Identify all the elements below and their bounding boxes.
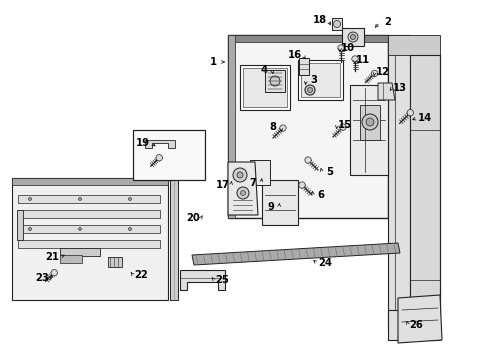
- Circle shape: [305, 85, 314, 95]
- Polygon shape: [192, 243, 399, 265]
- Polygon shape: [17, 210, 23, 240]
- Circle shape: [28, 228, 31, 230]
- Circle shape: [351, 56, 358, 62]
- Polygon shape: [301, 63, 339, 97]
- Polygon shape: [227, 35, 387, 218]
- Polygon shape: [264, 70, 285, 92]
- Circle shape: [365, 118, 373, 126]
- Text: 22: 22: [134, 270, 147, 280]
- Polygon shape: [409, 55, 439, 310]
- Circle shape: [232, 168, 246, 182]
- Circle shape: [339, 124, 346, 130]
- Circle shape: [128, 228, 131, 230]
- Polygon shape: [12, 178, 168, 185]
- Text: 3: 3: [310, 75, 317, 85]
- Circle shape: [350, 35, 355, 40]
- Text: 2: 2: [384, 17, 390, 27]
- Circle shape: [279, 125, 285, 131]
- Bar: [108, 257, 122, 267]
- Text: 11: 11: [355, 55, 369, 65]
- Circle shape: [337, 45, 344, 51]
- Text: 13: 13: [392, 83, 406, 93]
- Circle shape: [361, 114, 377, 130]
- Circle shape: [79, 198, 81, 201]
- Text: 15: 15: [337, 120, 351, 130]
- Text: 21: 21: [45, 252, 59, 262]
- Text: 6: 6: [317, 190, 324, 200]
- Polygon shape: [298, 58, 308, 75]
- Circle shape: [298, 182, 305, 188]
- Bar: [341, 28, 363, 46]
- Polygon shape: [387, 310, 439, 340]
- Circle shape: [79, 228, 81, 230]
- Polygon shape: [387, 35, 439, 55]
- Polygon shape: [249, 160, 269, 185]
- Bar: [133, 130, 204, 180]
- Text: 24: 24: [317, 258, 331, 268]
- Polygon shape: [331, 18, 341, 30]
- Circle shape: [128, 198, 131, 201]
- Bar: [18, 210, 160, 218]
- Text: 19: 19: [136, 138, 150, 148]
- Circle shape: [237, 172, 243, 178]
- Circle shape: [240, 190, 245, 195]
- Polygon shape: [397, 295, 441, 343]
- Text: 7: 7: [249, 178, 256, 188]
- Polygon shape: [145, 140, 175, 148]
- Polygon shape: [170, 178, 178, 300]
- Bar: [18, 240, 160, 248]
- Polygon shape: [297, 60, 342, 100]
- Text: 17: 17: [216, 180, 229, 190]
- Circle shape: [407, 109, 413, 116]
- Circle shape: [28, 198, 31, 201]
- Polygon shape: [60, 248, 100, 256]
- Polygon shape: [227, 35, 387, 42]
- Polygon shape: [359, 105, 379, 140]
- Bar: [18, 225, 160, 233]
- Text: 18: 18: [312, 15, 326, 25]
- Polygon shape: [262, 180, 297, 225]
- Text: 5: 5: [326, 167, 333, 177]
- Text: 16: 16: [287, 50, 302, 60]
- Circle shape: [371, 70, 377, 77]
- Polygon shape: [180, 270, 224, 290]
- Text: 4: 4: [260, 65, 267, 75]
- Text: 20: 20: [186, 213, 200, 223]
- Circle shape: [156, 154, 162, 161]
- Text: 8: 8: [269, 122, 276, 132]
- Text: 9: 9: [267, 202, 274, 212]
- Circle shape: [333, 21, 340, 27]
- Polygon shape: [243, 68, 286, 107]
- Text: 10: 10: [340, 43, 354, 53]
- Polygon shape: [12, 178, 168, 300]
- Circle shape: [304, 157, 311, 163]
- Polygon shape: [240, 65, 289, 110]
- Polygon shape: [349, 85, 387, 175]
- Circle shape: [307, 87, 312, 93]
- Text: 26: 26: [408, 320, 422, 330]
- Polygon shape: [227, 35, 235, 218]
- Text: 25: 25: [215, 275, 228, 285]
- Text: 1: 1: [209, 57, 216, 67]
- Polygon shape: [377, 83, 394, 100]
- Polygon shape: [387, 35, 409, 330]
- Circle shape: [237, 187, 248, 199]
- Text: 14: 14: [417, 113, 431, 123]
- Circle shape: [51, 270, 57, 276]
- Circle shape: [347, 32, 357, 42]
- Text: 23: 23: [35, 273, 49, 283]
- Text: 12: 12: [375, 67, 389, 77]
- Bar: [18, 195, 160, 203]
- Bar: [60, 255, 82, 263]
- Circle shape: [269, 76, 280, 86]
- Polygon shape: [227, 162, 258, 215]
